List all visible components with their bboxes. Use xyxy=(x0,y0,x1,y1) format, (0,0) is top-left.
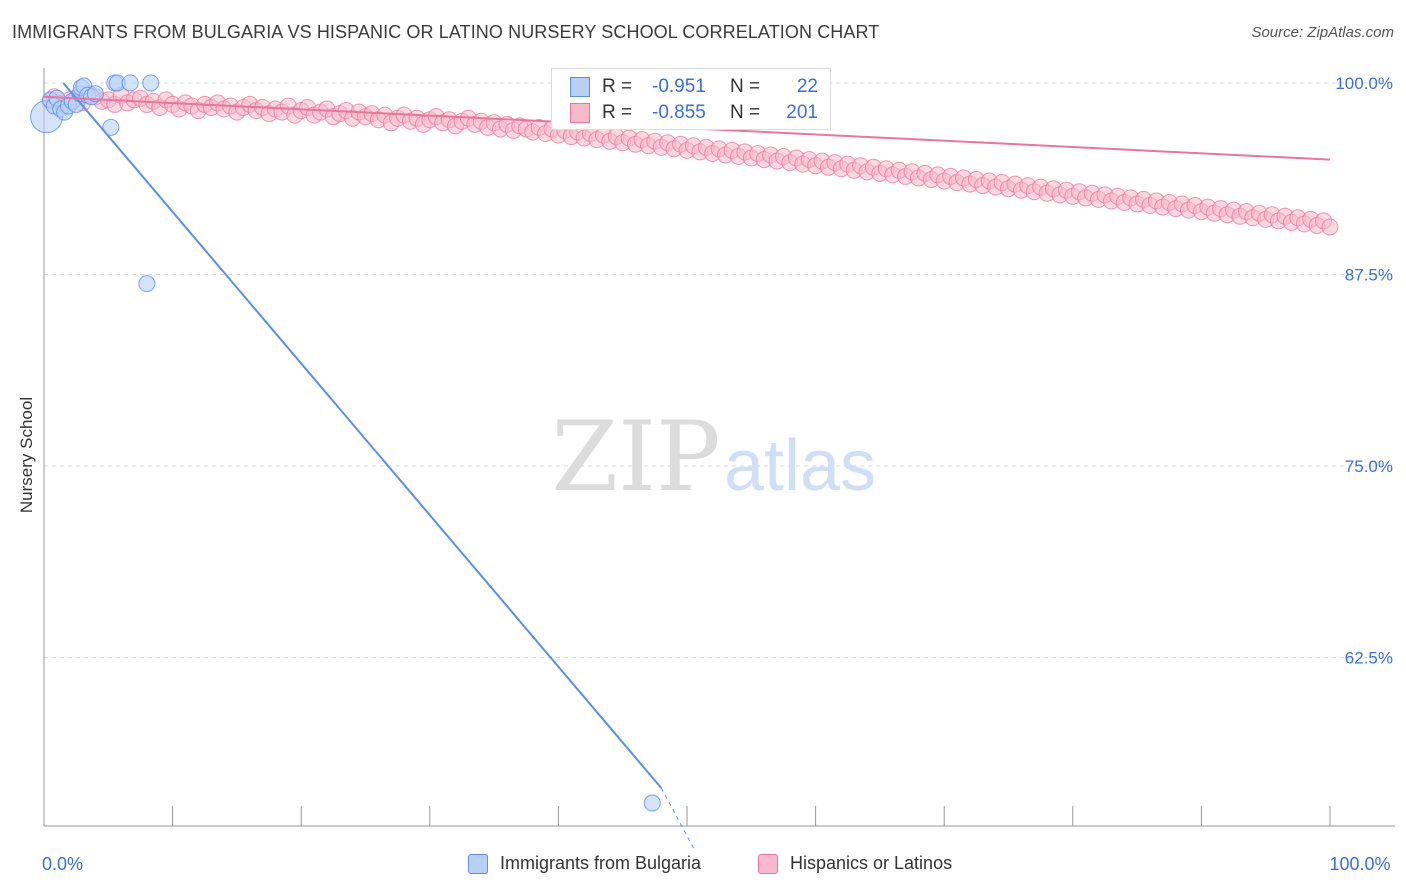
data-point-bulgaria xyxy=(86,85,104,103)
stats-row-hispanic: R = -0.855 N = 201 xyxy=(570,100,818,126)
watermark-atlas: atlas xyxy=(724,426,876,506)
watermark: ZIP atlas xyxy=(551,401,876,513)
stats-r-label: R = xyxy=(602,76,633,97)
legend-item-bulgaria[interactable]: Immigrants from Bulgaria xyxy=(468,853,701,874)
data-point-bulgaria xyxy=(142,74,160,92)
data-point-bulgaria xyxy=(121,74,139,92)
y-tick-label: 100.0% xyxy=(1335,74,1393,93)
stats-n-label: N = xyxy=(730,76,761,97)
chart-title: IMMIGRANTS FROM BULGARIA VS HISPANIC OR … xyxy=(12,22,880,42)
y-tick-label: 75.0% xyxy=(1345,457,1393,476)
y-tick-label: 87.5% xyxy=(1345,265,1393,284)
legend: Immigrants from Bulgaria Hispanics or La… xyxy=(0,850,1406,880)
y-tick-label: 62.5% xyxy=(1345,648,1393,667)
trend-line-bulgaria-extension xyxy=(660,787,694,849)
stats-n-value: 201 xyxy=(786,102,818,123)
stats-box: R = -0.951 N = 22 R = -0.855 N = 201 xyxy=(551,68,831,130)
stats-n-label: N = xyxy=(730,102,761,123)
stats-n-value: 22 xyxy=(796,76,818,97)
source-label: Source: ZipAtlas.com xyxy=(1251,24,1394,41)
data-point-bulgaria xyxy=(102,118,120,136)
stats-r-value: -0.855 xyxy=(652,102,706,123)
trend-line-bulgaria xyxy=(62,82,663,789)
tick-labels: 100.0% 87.5% 75.0% 62.5% 0.0% 100.0% xyxy=(42,74,1393,874)
data-point-bulgaria xyxy=(643,794,661,812)
stats-row-bulgaria: R = -0.951 N = 22 xyxy=(570,74,818,100)
stats-r-value: -0.951 xyxy=(652,76,706,97)
stats-r-label: R = xyxy=(602,102,633,123)
x-tick-label: 0.0% xyxy=(42,854,83,874)
gridlines xyxy=(44,82,1395,658)
series-bulgaria-points xyxy=(30,74,661,812)
legend-label-bulgaria: Immigrants from Bulgaria xyxy=(500,853,702,873)
data-point-bulgaria xyxy=(138,275,156,293)
legend-item-hispanic[interactable]: Hispanics or Latinos xyxy=(758,853,952,874)
axes xyxy=(43,68,1395,827)
stats-swatch-blue xyxy=(570,77,590,97)
stats-swatch-pink xyxy=(570,103,590,123)
legend-label-hispanic: Hispanics or Latinos xyxy=(790,853,953,873)
watermark-zip: ZIP xyxy=(551,401,720,513)
legend-swatch-blue xyxy=(468,853,488,874)
legend-swatch-pink xyxy=(758,853,778,874)
data-point-hispanic xyxy=(1321,218,1339,236)
x-tick-label: 100.0% xyxy=(1329,854,1390,874)
